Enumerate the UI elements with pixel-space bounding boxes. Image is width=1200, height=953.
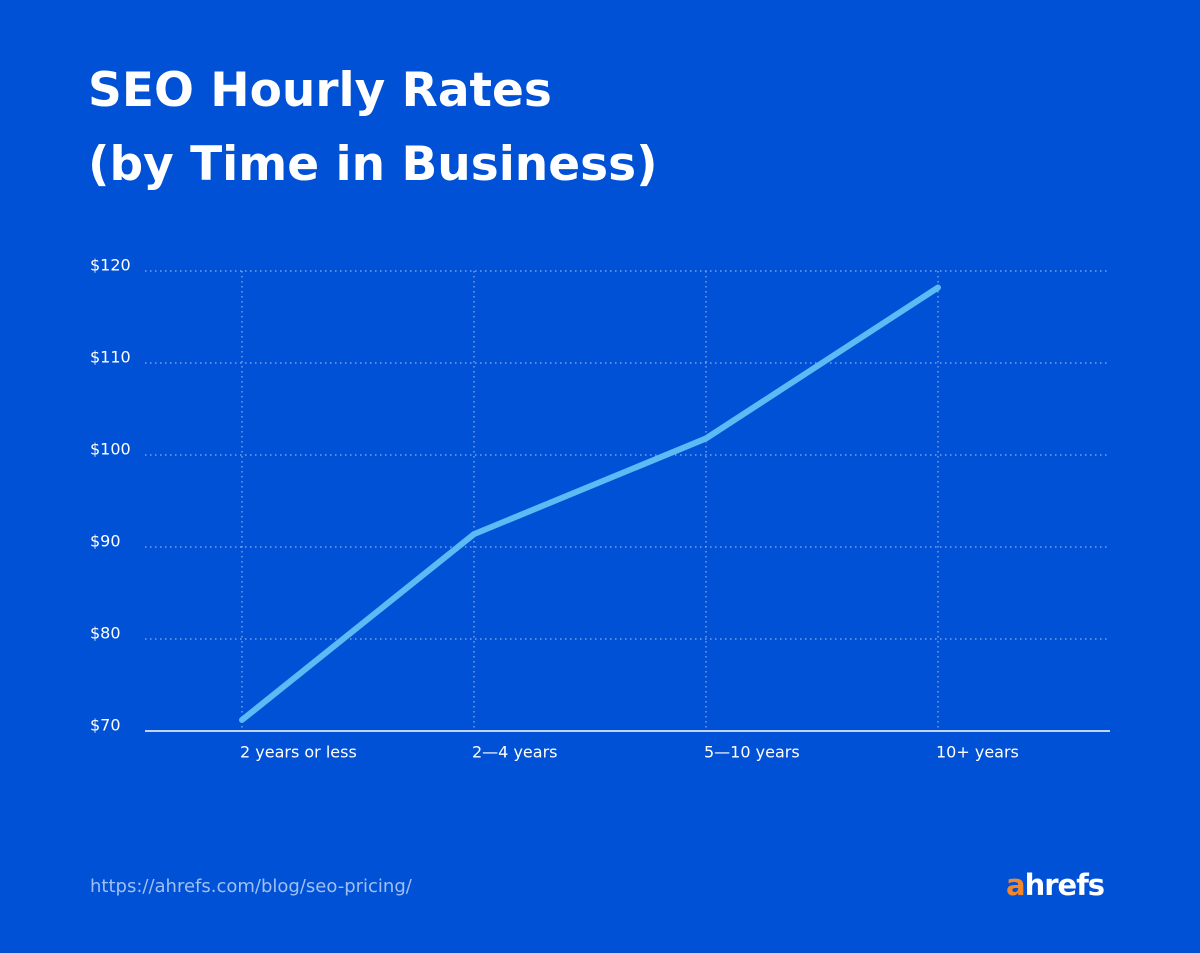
y-tick-label: $90 xyxy=(90,532,121,551)
y-tick-label: $70 xyxy=(90,716,121,735)
x-tick-label: 10+ years xyxy=(936,743,1019,762)
chart-title: SEO Hourly Rates xyxy=(88,63,552,118)
x-tick-label: 2 years or less xyxy=(240,743,357,762)
y-tick-label: $100 xyxy=(90,440,131,459)
y-tick-label: $120 xyxy=(90,256,131,275)
x-tick-label: 5—10 years xyxy=(704,743,800,762)
line-series xyxy=(239,284,941,723)
brand-logo: ahrefs xyxy=(1006,868,1105,902)
chart-title: (by Time in Business) xyxy=(88,137,658,192)
y-tick-label: $80 xyxy=(90,624,121,643)
y-tick-label: $110 xyxy=(90,348,131,367)
x-tick-label: 2—4 years xyxy=(472,743,557,762)
source-url: https://ahrefs.com/blog/seo-pricing/ xyxy=(90,876,413,897)
